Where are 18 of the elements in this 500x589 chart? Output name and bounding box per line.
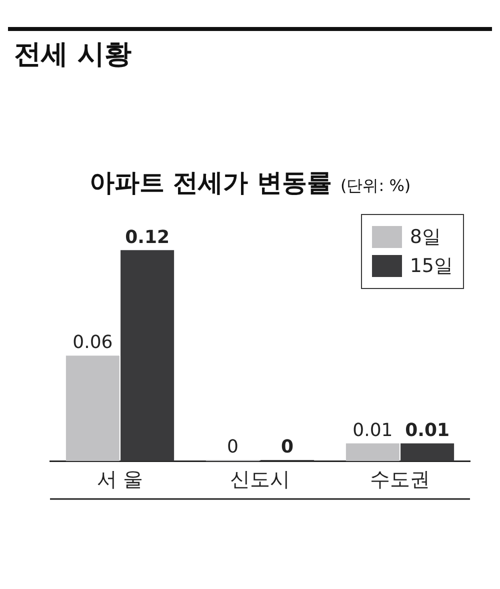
bar bbox=[346, 443, 400, 461]
x-tick-label: 서 울 bbox=[96, 467, 144, 492]
x-tick-label: 수도권 bbox=[370, 467, 430, 492]
bar bbox=[400, 443, 454, 461]
data-label: 0.01 bbox=[352, 420, 393, 442]
x-tick-label: 신도시 bbox=[230, 467, 290, 492]
text: (단위: %) bbox=[340, 176, 411, 195]
data-label: 0 bbox=[281, 436, 294, 458]
data-label: 0.12 bbox=[125, 226, 170, 248]
legend-label: 8일 bbox=[410, 225, 441, 250]
bar bbox=[120, 250, 174, 461]
bar bbox=[66, 356, 120, 461]
chart-title: 전세 시황 bbox=[14, 38, 132, 72]
data-label: 0.01 bbox=[405, 420, 450, 442]
legend-label: 15일 bbox=[410, 254, 453, 279]
data-label: 0 bbox=[226, 436, 238, 458]
chart-subtitle: 아파트 전세가 변동률 bbox=[89, 168, 332, 197]
data-label: 0.06 bbox=[72, 332, 113, 354]
